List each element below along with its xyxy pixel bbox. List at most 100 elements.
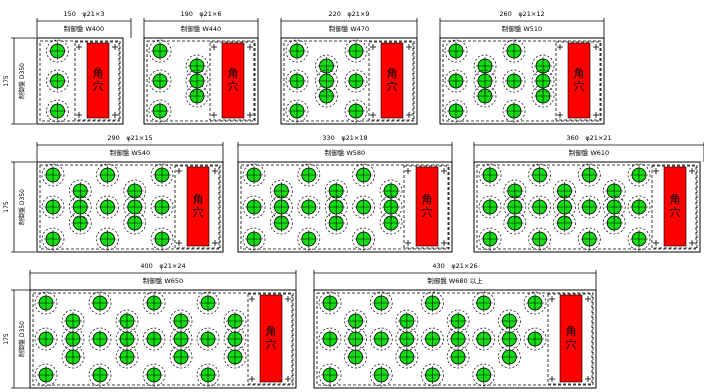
knockout-clearance [472, 291, 496, 315]
side-dimension-row-1: 175 制御盤 D350 [3, 37, 36, 125]
knockout-clearance [285, 39, 309, 63]
mounting-area-frame [476, 164, 698, 250]
knockout-clearance [627, 227, 651, 251]
panel-3: 220 φ21×9 制御盤 W470 角穴 [280, 10, 418, 125]
knockout-clearance [242, 195, 266, 219]
knockout-clearance [324, 211, 348, 235]
knockout-clearance [185, 69, 209, 93]
knockout-clearance [46, 69, 69, 93]
knockout-clearance [34, 363, 58, 387]
square-hole-zone [174, 165, 220, 249]
knockout-clearance [148, 39, 172, 63]
mounting-area-frame [146, 40, 256, 122]
square-hole [221, 42, 245, 119]
knockout-clearance [421, 363, 444, 387]
knockout-clearance [523, 291, 547, 315]
knockout-clearance [553, 195, 576, 219]
square-hole [559, 294, 583, 383]
knockout-clearance [502, 39, 526, 63]
knockout-clearance [369, 291, 393, 315]
knockout-spec-label: 290 φ21×15 [107, 134, 152, 142]
knockout-clearance [34, 291, 58, 315]
knockout-clearance [297, 163, 321, 187]
knockout-clearance [41, 195, 65, 219]
knockout-clearance [478, 195, 502, 219]
knockout-clearance [395, 327, 419, 351]
knockout-clearance [242, 163, 266, 187]
square-hole-label: 角 [422, 193, 433, 206]
knockout-clearance [41, 163, 65, 187]
panel-1: 150 φ21×3 制御盤 W400 角穴 [36, 10, 132, 125]
square-hole-label: 角 [266, 325, 277, 338]
panel-width-label: 制御盤 W680 以上 [427, 276, 483, 285]
knockout-clearance [88, 363, 112, 387]
knockout-clearance [46, 39, 69, 63]
knockout-clearance [285, 69, 309, 93]
knockout-clearance [528, 195, 552, 219]
knockout-clearance [324, 195, 348, 219]
square-hole-label: 角 [670, 193, 681, 206]
square-hole-zone [247, 293, 293, 385]
knockout-clearance [498, 345, 521, 369]
knockout-clearance [88, 291, 112, 315]
knockout-clearance [88, 327, 112, 351]
square-hole-zone [547, 293, 593, 385]
square-hole-label: 穴 [193, 205, 204, 219]
knockout-clearance [41, 227, 65, 251]
knockout-clearance [369, 327, 393, 351]
knockout-clearance [169, 345, 193, 369]
knockout-clearance [379, 211, 403, 235]
knockout-clearance [473, 84, 497, 108]
square-hole [663, 166, 687, 247]
square-hole-label: 角 [387, 67, 398, 80]
panel-width-label: 制御盤 W580 [325, 148, 365, 157]
knockout-clearance [421, 327, 444, 351]
knockout-spec-label: 150 φ21×3 [63, 10, 104, 18]
mounting-area-frame [32, 292, 294, 386]
panel-6: 330 φ21×18 制御盤 W580 角穴 [237, 134, 453, 253]
knockout-clearance [503, 211, 527, 235]
knockout-clearance [242, 227, 266, 251]
knockout-clearance [577, 227, 601, 251]
square-hole [380, 42, 404, 119]
knockout-clearance [223, 327, 247, 351]
knockout-clearance [318, 327, 342, 351]
knockout-clearance [444, 39, 468, 63]
side-depth-label: 制御盤 D350 [18, 321, 26, 357]
knockout-clearance [531, 69, 555, 93]
knockout-clearance [352, 163, 375, 187]
square-hole-label: 穴 [228, 79, 239, 93]
square-hole-label: 角 [193, 193, 204, 206]
knockout-clearance [34, 327, 58, 351]
mounting-area-frame [39, 40, 121, 122]
knockout-clearance [315, 69, 338, 93]
knockout-clearance [68, 195, 92, 219]
knockout-clearance [528, 227, 552, 251]
panel-width-label: 制御盤 W540 [110, 148, 150, 157]
knockout-clearance [150, 163, 174, 187]
knockout-clearance [577, 163, 601, 187]
square-hole-zone [209, 41, 255, 121]
mounting-area-frame [316, 292, 594, 386]
mounting-area-frame [240, 164, 450, 250]
knockout-clearance [577, 195, 601, 219]
knockout-clearance [446, 327, 470, 351]
knockout-clearance [196, 291, 220, 315]
square-hole [259, 294, 283, 383]
knockout-clearance [123, 195, 147, 219]
knockout-clearance [148, 69, 172, 93]
knockout-clearance [528, 163, 552, 187]
knockout-clearance [185, 84, 209, 108]
knockout-clearance [627, 195, 651, 219]
knockout-clearance [285, 99, 309, 123]
panel-8: 400 φ21×24 制御盤 W650 角穴 [29, 262, 297, 389]
knockout-clearance [478, 163, 502, 187]
knockout-clearance [115, 345, 139, 369]
side-height-label: 175 [3, 201, 10, 213]
knockout-spec-label: 190 φ21×6 [180, 10, 221, 18]
panel-7: 360 φ21×21 制御盤 W610 角穴 [473, 134, 704, 253]
knockout-clearance [523, 327, 547, 351]
square-hole-label: 穴 [93, 79, 104, 93]
square-hole-label: 穴 [422, 205, 433, 219]
